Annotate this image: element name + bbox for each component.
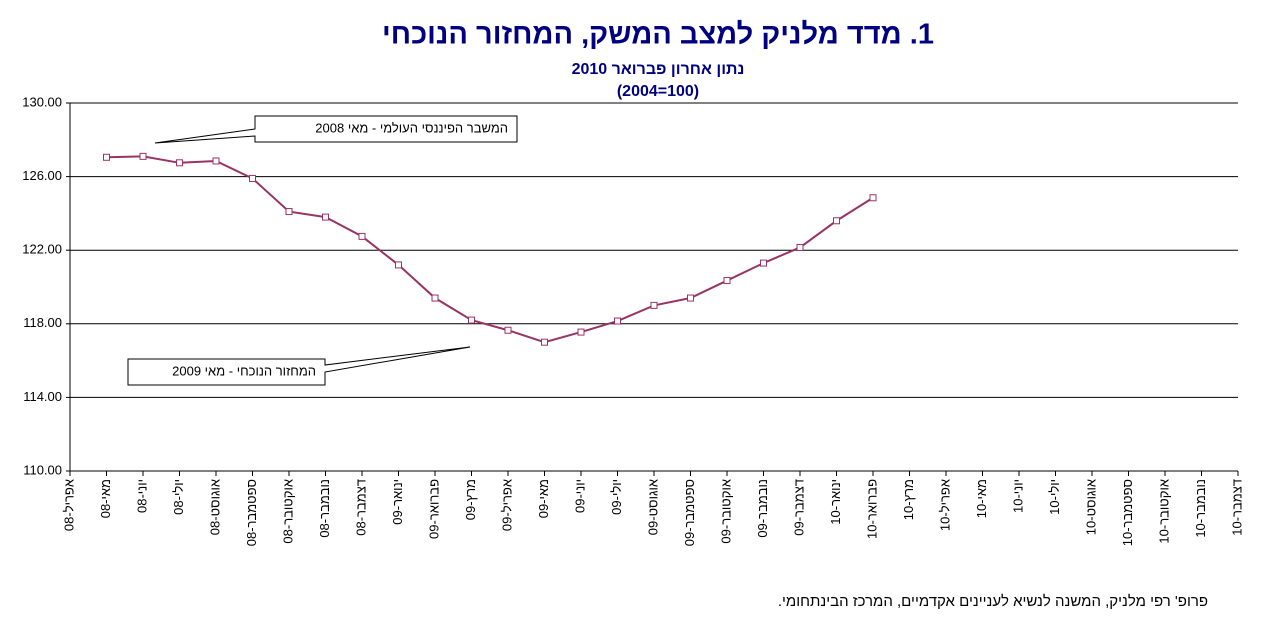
data-point	[796, 243, 804, 251]
annotation: המחזור הנוכחי - מאי 2009	[172, 363, 316, 378]
x-tick-label: אוגוסט-10	[1083, 479, 1098, 535]
x-tick-label: ספטמבר-10	[1120, 479, 1135, 546]
x-tick-label: אוגוסט-08	[207, 479, 222, 535]
annotation: המשבר הפיננסי העולמי - מאי 2008	[315, 120, 508, 135]
data-line	[106, 155, 874, 344]
x-tick-label: אוקטובר-08	[280, 479, 295, 544]
y-tick-label: 126.00	[22, 168, 62, 183]
x-tick-label: אפריל-08	[61, 479, 76, 531]
x-tick-label: יוני-10	[1010, 479, 1025, 513]
x-tick-label: אוגוסט-09	[645, 479, 660, 535]
data-point	[322, 213, 329, 221]
callout-box	[154, 115, 518, 144]
x-tick-label: נובמבר-08	[317, 479, 332, 538]
data-point	[249, 174, 256, 182]
data-point	[577, 328, 585, 336]
x-tick-label: ינואר-09	[390, 479, 405, 525]
x-tick-label: דצמבר-10	[1229, 479, 1244, 536]
footer: פרופ' רפי מלניק, המשנה לנשיא לעניינים אק…	[778, 593, 1208, 610]
data-point	[395, 261, 402, 269]
data-point	[285, 208, 293, 216]
chart-subtitle: נתון אחרון פברואר 2010	[572, 61, 745, 78]
x-tick-label: ספטמבר-09	[682, 479, 697, 546]
x-tick-label: מרץ-10	[901, 479, 916, 520]
x-tick-label: יולי-08	[171, 479, 186, 515]
x-tick-label: ספטמבר-08	[244, 479, 259, 546]
x-tick-label: יוני-08	[134, 479, 149, 513]
x-tick-label: מאי-09	[536, 479, 551, 518]
y-tick-label: 130.00	[22, 94, 62, 109]
data-point	[212, 157, 220, 165]
y-tick-label: 110.00	[23, 462, 62, 477]
y-tick-label: 114.00	[23, 389, 62, 404]
data-point	[504, 326, 512, 334]
x-tick-label: מאי-10	[974, 479, 989, 518]
data-point	[723, 277, 731, 285]
x-tick-label: נובמבר-10	[1193, 479, 1208, 538]
data-point	[541, 338, 548, 346]
data-point	[614, 317, 621, 325]
x-tick-label: אוקטובר-10	[1156, 479, 1171, 544]
x-tick-label: מאי-08	[98, 479, 113, 518]
x-tick-label: יולי-09	[609, 479, 624, 515]
chart-subtitle: (2004=100)	[617, 83, 699, 100]
x-tick-label: אוקטובר-09	[718, 479, 733, 544]
chart-title: 1. מדד מלניק למצב המשק, המחזור הנוכחי	[382, 19, 934, 51]
y-tick-label: 118.00	[23, 315, 62, 330]
data-point	[468, 316, 475, 324]
x-tick-label: אפריל-09	[499, 479, 514, 531]
data-point	[176, 159, 183, 167]
x-tick-label: נובמבר-09	[755, 479, 770, 538]
data-point	[650, 301, 658, 309]
data-point	[687, 294, 694, 302]
x-tick-label: דצמבר-09	[791, 479, 806, 536]
x-tick-label: יולי-10	[1047, 479, 1062, 515]
data-point	[358, 232, 366, 240]
data-point	[760, 259, 767, 267]
x-tick-label: ינואר-10	[828, 479, 843, 525]
data-point	[431, 294, 439, 302]
data-point	[869, 194, 877, 202]
x-tick-label: פברואר-09	[426, 479, 441, 539]
data-point	[833, 217, 840, 225]
x-tick-label: פברואר-10	[864, 479, 879, 539]
x-tick-label: דצמבר-08	[353, 479, 368, 536]
y-tick-label: 122.00	[22, 242, 62, 257]
data-point	[139, 152, 147, 160]
callout-box	[127, 346, 471, 386]
x-tick-label: יוני-09	[572, 479, 587, 513]
x-tick-label: אפריל-10	[937, 479, 952, 531]
x-tick-label: מרץ-09	[463, 479, 478, 520]
data-point	[103, 153, 110, 161]
